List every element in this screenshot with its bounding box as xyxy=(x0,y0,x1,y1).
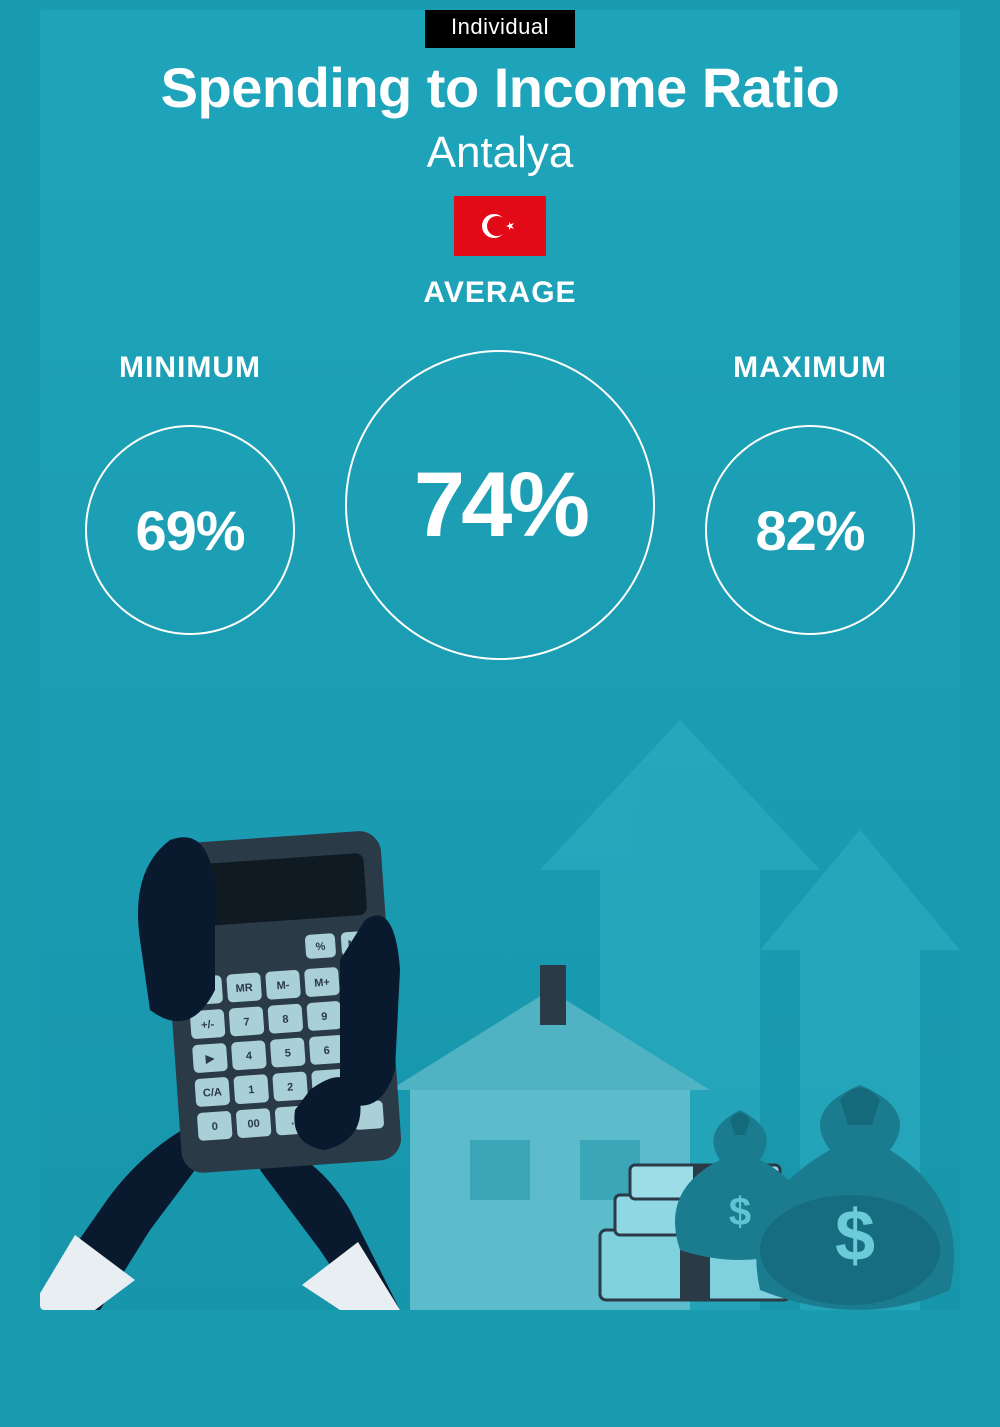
finance-illustration: $ $ xyxy=(40,690,960,1310)
svg-text:2: 2 xyxy=(287,1081,294,1093)
circle-max: 82% xyxy=(705,425,915,635)
svg-text:MR: MR xyxy=(235,982,253,995)
stat-label-min: MINIMUM xyxy=(119,351,261,385)
badge-text: Individual xyxy=(451,14,549,39)
svg-text:0: 0 xyxy=(211,1121,218,1133)
svg-text:M+: M+ xyxy=(314,977,330,990)
svg-text:C/A: C/A xyxy=(203,1086,223,1099)
stat-average: AVERAGE 74% xyxy=(345,276,655,660)
stat-maximum: MAXIMUM 82% xyxy=(705,351,915,635)
svg-text:▶: ▶ xyxy=(204,1053,215,1066)
svg-text:$: $ xyxy=(835,1196,875,1276)
svg-text:M-: M- xyxy=(276,979,290,992)
stat-label-avg: AVERAGE xyxy=(423,276,576,310)
circle-avg: 74% xyxy=(345,350,655,660)
svg-text:5: 5 xyxy=(284,1047,291,1059)
stat-minimum: MINIMUM 69% xyxy=(85,351,295,635)
stat-value-min: 69% xyxy=(135,498,244,563)
svg-text:8: 8 xyxy=(282,1013,289,1025)
stat-label-max: MAXIMUM xyxy=(733,351,887,385)
flag-turkey xyxy=(454,196,546,256)
svg-text:9: 9 xyxy=(321,1011,328,1023)
svg-text:+/-: +/- xyxy=(201,1019,215,1032)
stat-value-max: 82% xyxy=(755,498,864,563)
stats-row: MINIMUM 69% AVERAGE 74% MAXIMUM 82% xyxy=(40,326,960,660)
page-title: Spending to Income Ratio xyxy=(40,55,960,120)
svg-text:1: 1 xyxy=(248,1084,255,1096)
flag-icon xyxy=(470,206,530,246)
stat-value-avg: 74% xyxy=(414,453,586,558)
svg-text:$: $ xyxy=(729,1190,751,1234)
svg-text:6: 6 xyxy=(323,1045,330,1057)
category-badge: Individual xyxy=(425,10,575,48)
svg-text:7: 7 xyxy=(243,1016,250,1028)
location-subtitle: Antalya xyxy=(40,128,960,178)
circle-min: 69% xyxy=(85,425,295,635)
infographic-card: Individual Spending to Income Ratio Anta… xyxy=(40,10,960,1310)
svg-text:00: 00 xyxy=(247,1118,260,1131)
svg-text:%: % xyxy=(315,941,326,954)
